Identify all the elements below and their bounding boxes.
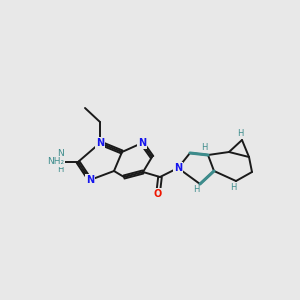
Text: N: N — [174, 163, 182, 173]
Text: H: H — [201, 143, 207, 152]
Text: H: H — [51, 158, 57, 166]
Text: N: N — [86, 175, 94, 185]
Text: H: H — [193, 185, 199, 194]
Text: N: N — [138, 138, 146, 148]
Text: N: N — [57, 149, 63, 158]
Text: H: H — [237, 128, 243, 137]
Text: N: N — [174, 163, 182, 173]
Text: O: O — [154, 189, 162, 199]
Text: N: N — [96, 138, 104, 148]
Text: NH₂: NH₂ — [47, 158, 64, 166]
Text: H: H — [57, 166, 63, 175]
Text: H: H — [230, 182, 236, 191]
